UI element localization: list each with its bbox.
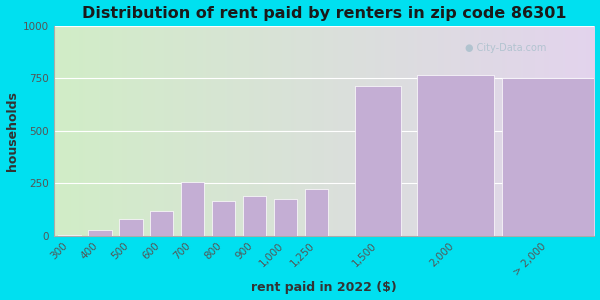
Bar — [305, 189, 328, 236]
Bar — [355, 86, 401, 236]
Bar — [502, 78, 595, 236]
Title: Distribution of rent paid by renters in zip code 86301: Distribution of rent paid by renters in … — [82, 6, 566, 21]
Bar — [274, 199, 297, 236]
Bar — [88, 230, 112, 236]
Bar — [181, 182, 205, 236]
Bar — [212, 201, 235, 236]
X-axis label: rent paid in 2022 ($): rent paid in 2022 ($) — [251, 281, 397, 294]
Text: ● City-Data.com: ● City-Data.com — [464, 43, 546, 53]
Bar — [119, 219, 143, 236]
Bar — [243, 196, 266, 236]
Bar — [58, 235, 81, 236]
Bar — [150, 211, 173, 236]
Y-axis label: households: households — [5, 91, 19, 171]
Bar — [417, 75, 494, 236]
